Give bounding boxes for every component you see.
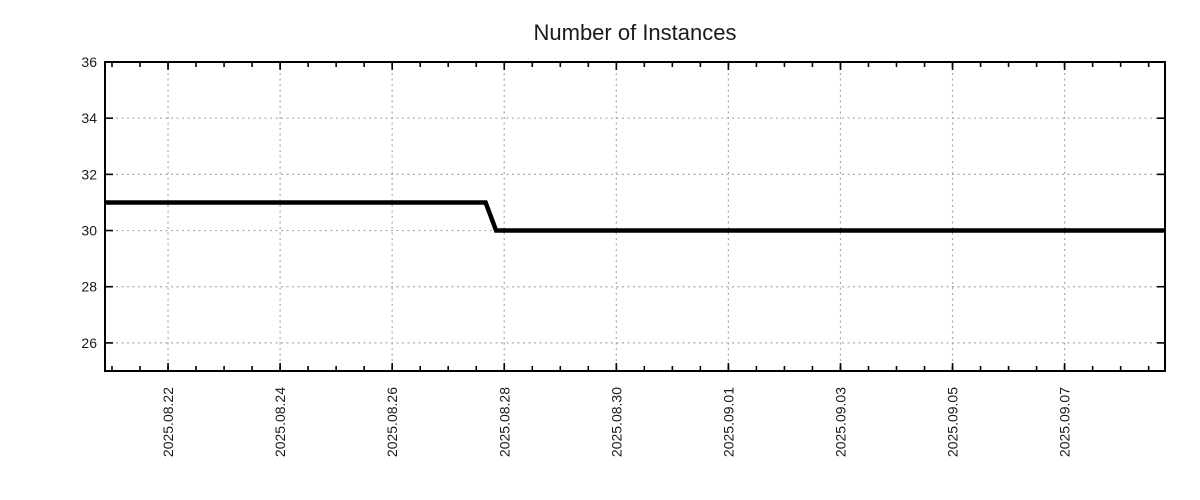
x-tick-label: 2025.09.07 [1057,387,1073,457]
x-tick-labels: 2025.08.22 2025.08.24 2025.08.26 2025.08.28… [160,387,1073,457]
series-lines [105,200,1165,233]
x-tick-label: 2025.09.03 [832,387,848,457]
y-tick-label: 32 [81,166,97,182]
series-line [105,200,1165,233]
x-tick-label: 2025.09.05 [945,387,961,457]
y-tick-label: 36 [81,54,97,70]
x-tick-label: 2025.09.01 [720,387,736,457]
x-tick-label: 2025.08.30 [608,387,624,457]
y-tick-label: 30 [81,223,97,239]
chart-title: Number of Instances [534,20,737,45]
y-tick-label: 28 [81,279,97,295]
x-tick-label: 2025.08.26 [384,387,400,457]
y-tick-labels: 26 28 30 32 34 36 [81,54,97,351]
y-tick-label: 26 [81,335,97,351]
x-tick-label: 2025.08.28 [496,387,512,457]
y-tick-label: 34 [81,110,97,126]
plot-border [104,61,1166,372]
grid-lines [105,62,1165,371]
x-tick-label: 2025.08.24 [272,387,288,457]
x-tick-label: 2025.08.22 [160,387,176,457]
axis-ticks [105,61,1165,371]
